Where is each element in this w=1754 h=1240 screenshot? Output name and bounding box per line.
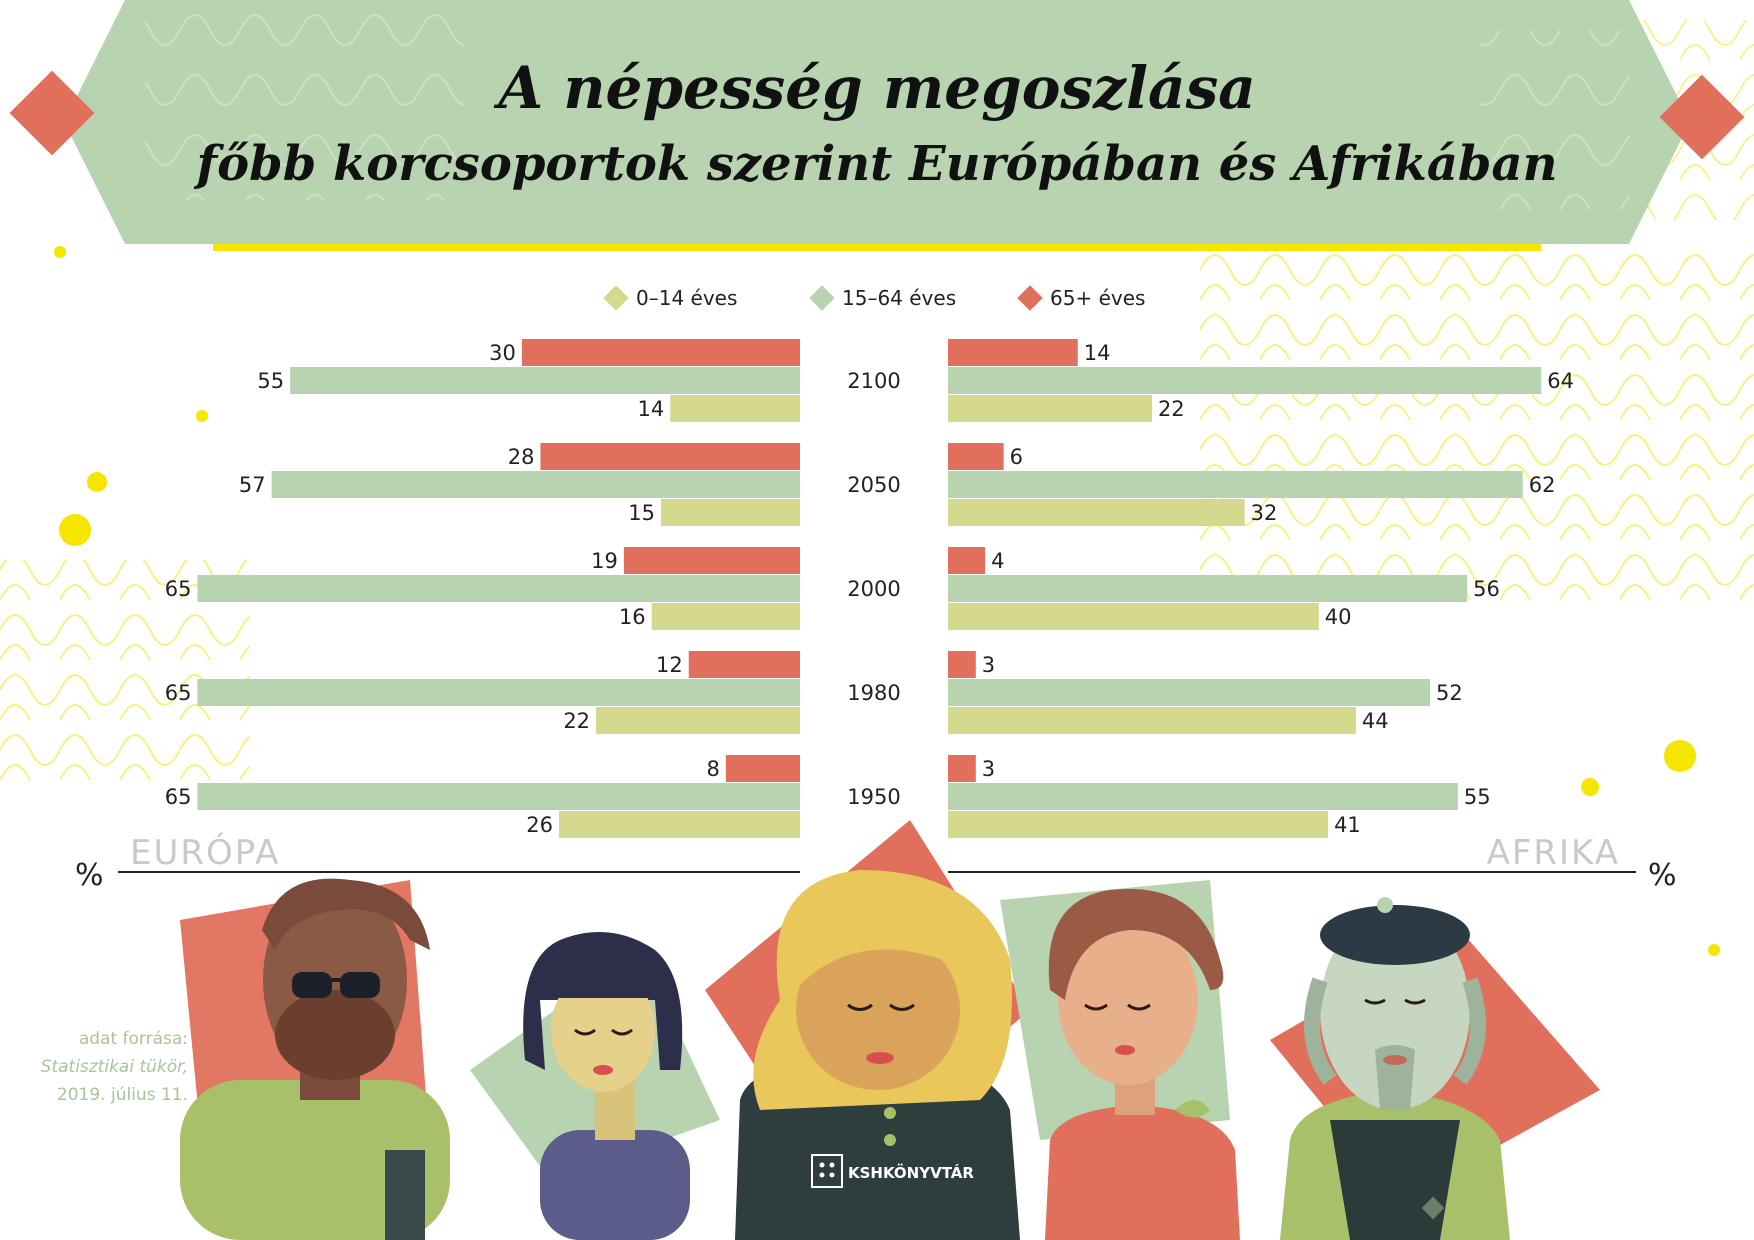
value-label-afrika-2000-0-14-ves: 40 [1325,605,1352,629]
year-label-1950: 1950 [847,785,900,809]
legend-marker-65-plus [1017,285,1043,311]
region-label-left: EURÓPA [130,832,280,873]
bar-afrika-1950-65-ves [948,755,976,782]
bar-eur-pa-1980-65-ves [688,651,800,678]
source-line-2: Statisztikai tükör, [41,1057,188,1077]
value-label-afrika-1950-0-14-ves: 41 [1334,813,1361,837]
person-man-sunglasses [180,878,450,1240]
bar-eur-pa-2050-15-64-ves [271,471,800,498]
chart-bars [197,339,1542,838]
title-line-2: főbb korcsoportok szerint Európában és A… [194,136,1558,192]
people-illustration: KSHKÖNYVTÁR [180,820,1600,1240]
person-woman-brown-hair [1045,888,1240,1240]
logo-text: KSHKÖNYVTÁR [848,1163,974,1182]
year-label-1980: 1980 [847,681,900,705]
bar-afrika-2050-65-ves [948,443,1004,470]
value-label-eur-pa-2050-0-14-ves: 15 [628,501,655,525]
person-elderly-man [1280,897,1510,1240]
bar-eur-pa-2100-15-64-ves [290,367,800,394]
bar-afrika-2050-0-14-ves [948,499,1245,526]
value-label-eur-pa-2000-65-ves: 19 [591,549,618,573]
value-label-afrika-2000-65-ves: 4 [991,549,1004,573]
bar-afrika-1950-0-14-ves [948,811,1329,838]
chart-year-labels: 2100 2050 2000 1980 1950 [847,369,900,809]
chart-value-labels: 30 55 14 14 64 22 28 57 15 6 62 32 19 65 16 4 56 40 12 65 22… [165,341,1574,837]
value-label-afrika-2100-0-14-ves: 22 [1158,397,1185,421]
bar-afrika-2000-0-14-ves [948,603,1319,630]
value-label-eur-pa-1980-15-64-ves: 65 [165,681,192,705]
bar-eur-pa-2000-15-64-ves [197,575,800,602]
value-label-afrika-1980-15-64-ves: 52 [1436,681,1463,705]
unit-label-left: % [75,858,104,893]
person-woman-blonde: KSHKÖNYVTÁR [735,870,1020,1240]
value-label-eur-pa-2100-65-ves: 30 [489,341,516,365]
bar-afrika-1980-0-14-ves [948,707,1356,734]
legend-label-0-14: 0–14 éves [636,286,737,310]
bar-eur-pa-1950-15-64-ves [197,783,800,810]
value-label-afrika-2100-65-ves: 14 [1084,341,1111,365]
value-label-eur-pa-2100-0-14-ves: 14 [637,397,664,421]
value-label-eur-pa-1950-0-14-ves: 26 [526,813,553,837]
legend-marker-15-64 [809,285,835,311]
year-label-2050: 2050 [847,473,900,497]
bar-afrika-2050-15-64-ves [948,471,1523,498]
legend-marker-0-14 [603,285,629,311]
bar-afrika-2100-0-14-ves [948,395,1152,422]
bar-afrika-1950-15-64-ves [948,783,1458,810]
bar-eur-pa-2050-65-ves [540,443,800,470]
value-label-eur-pa-1980-65-ves: 12 [656,653,683,677]
bar-eur-pa-1950-65-ves [725,755,800,782]
value-label-eur-pa-2050-65-ves: 28 [508,445,535,469]
value-label-afrika-2050-15-64-ves: 62 [1529,473,1556,497]
bar-afrika-1980-65-ves [948,651,976,678]
value-label-afrika-1980-65-ves: 3 [982,653,995,677]
bar-afrika-1980-15-64-ves [948,679,1431,706]
bar-eur-pa-1950-0-14-ves [558,811,800,838]
value-label-afrika-2100-15-64-ves: 64 [1547,369,1574,393]
year-label-2000: 2000 [847,577,900,601]
region-label-right: AFRIKA [1487,833,1620,873]
value-label-afrika-2000-15-64-ves: 56 [1473,577,1500,601]
value-label-eur-pa-2000-15-64-ves: 65 [165,577,192,601]
value-label-afrika-2050-0-14-ves: 32 [1251,501,1278,525]
bar-eur-pa-2100-0-14-ves [670,395,800,422]
value-label-eur-pa-1980-0-14-ves: 22 [563,709,590,733]
value-label-eur-pa-1950-65-ves: 8 [706,757,719,781]
bar-eur-pa-2000-0-14-ves [651,603,800,630]
bar-eur-pa-2000-65-ves [623,547,800,574]
bar-eur-pa-1980-0-14-ves [596,707,800,734]
value-label-eur-pa-2100-15-64-ves: 55 [257,369,284,393]
unit-label-right: % [1648,858,1677,893]
bar-afrika-2100-65-ves [948,339,1078,366]
bar-eur-pa-1980-15-64-ves [197,679,800,706]
year-label-2100: 2100 [847,369,900,393]
legend: 0–14 éves 15–64 éves 65+ éves [603,285,1145,311]
title-line-1: A népesség megoszlása [493,54,1256,122]
value-label-eur-pa-1950-15-64-ves: 65 [165,785,192,809]
legend-label-15-64: 15–64 éves [842,286,956,310]
bar-afrika-2000-65-ves [948,547,986,574]
source-line-3: 2019. július 11. [57,1085,188,1105]
ksh-logo: KSHKÖNYVTÁR [811,1154,974,1188]
bar-eur-pa-2100-65-ves [521,339,800,366]
value-label-eur-pa-2000-0-14-ves: 16 [619,605,646,629]
value-label-afrika-2050-65-ves: 6 [1010,445,1023,469]
bar-eur-pa-2050-0-14-ves [660,499,800,526]
value-label-afrika-1950-15-64-ves: 55 [1464,785,1491,809]
person-woman-dark-hair [523,932,690,1240]
bar-afrika-2100-15-64-ves [948,367,1542,394]
value-label-eur-pa-2050-15-64-ves: 57 [239,473,266,497]
legend-label-65-plus: 65+ éves [1050,286,1145,310]
source-line-1: adat forrása: [79,1029,188,1049]
bar-afrika-2000-15-64-ves [948,575,1468,602]
value-label-afrika-1980-0-14-ves: 44 [1362,709,1389,733]
value-label-afrika-1950-65-ves: 3 [982,757,995,781]
title-banner: A népesség megoszlása főbb korcsoportok … [9,0,1745,251]
